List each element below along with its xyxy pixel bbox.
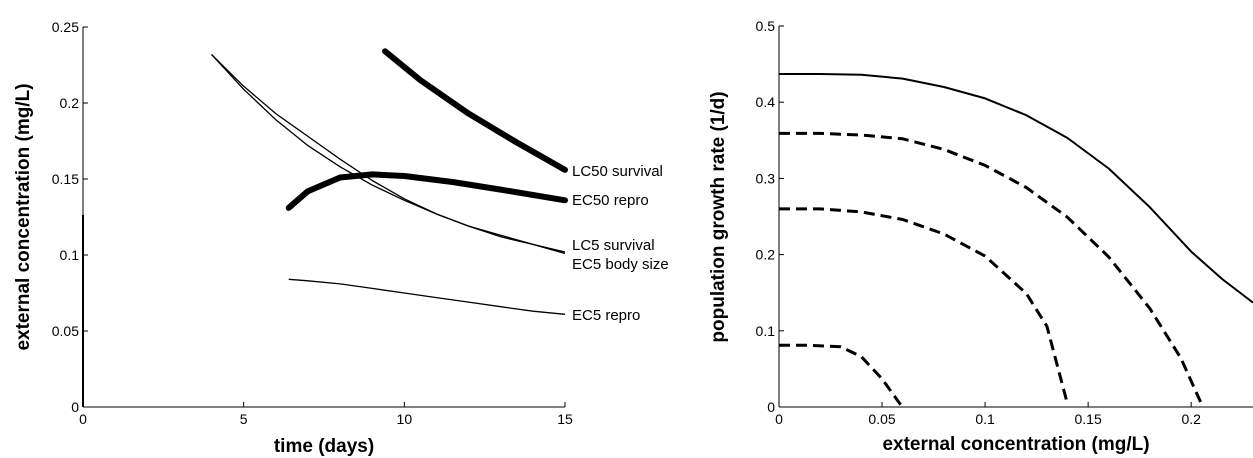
series-lc5-survival (211, 53, 566, 255)
right-x-tick-label: 0.2 (1181, 411, 1201, 427)
annotation-ec5-body-size: EC5 body size (572, 256, 669, 273)
left-x-tick-label: 0 (79, 411, 87, 427)
right-y-tick-label: 0.5 (756, 18, 776, 34)
right-y-axis-label: population growth rate (1/d) (708, 91, 729, 342)
annotation-lc5-survival: LC5 survival (572, 237, 655, 254)
right-y-tick-label: 0.4 (756, 94, 776, 110)
right-x-tick-label: 0.1 (975, 411, 995, 427)
right-y-tick-label: 0 (767, 399, 775, 415)
series-ec50-repro (285, 171, 568, 211)
series-ec5-repro (288, 278, 566, 315)
annotation-ec5-repro: EC5 repro (572, 307, 640, 324)
left-y-tick-label: 0.25 (52, 19, 79, 35)
right-x-tick-label: 0.15 (1075, 411, 1102, 427)
left-y-tick-label: 0.1 (60, 247, 80, 263)
left-x-axis-label: time (days) (274, 436, 374, 457)
left-y-tick-label: 0.2 (60, 95, 80, 111)
left-x-tick-label: 15 (557, 411, 573, 427)
left-x-tick-label: 5 (240, 411, 248, 427)
right-chart: 0 0.05 0.1 0.15 0.2 0 0.1 0.2 0.3 0.4 0.5 external… (708, 18, 1253, 455)
right-x-axis-label: external concentration (mg/L) (882, 434, 1149, 455)
right-y-tick-label: 0.3 (756, 170, 776, 186)
left-y-tick-label: 0 (71, 399, 79, 415)
annotation-ec50-repro: EC50 repro (572, 192, 649, 209)
right-series-line-2 (779, 131, 1203, 405)
right-x-tick-label: 0 (775, 411, 783, 427)
right-series-line-4 (779, 343, 902, 406)
right-y-tick-label: 0.2 (756, 247, 776, 263)
left-y-tick-label: 0.05 (52, 323, 79, 339)
left-y-tick-label: 0.15 (52, 171, 79, 187)
left-x-tick-label: 10 (397, 411, 413, 427)
left-chart: 0 5 10 15 0 0.05 0.1 0.15 0.2 0.25 time (days) ex… (13, 19, 669, 457)
right-series-line-3 (779, 207, 1069, 405)
annotation-lc50-survival: LC50 survival (572, 163, 663, 180)
right-y-tick-label: 0.1 (756, 323, 776, 339)
right-series-line-1 (779, 73, 1253, 304)
series-ec5-body-size (211, 53, 566, 253)
right-x-tick-label: 0.05 (868, 411, 895, 427)
left-y-axis-label: external concentration (mg/L) (13, 83, 34, 350)
series-lc50-survival (382, 48, 568, 173)
